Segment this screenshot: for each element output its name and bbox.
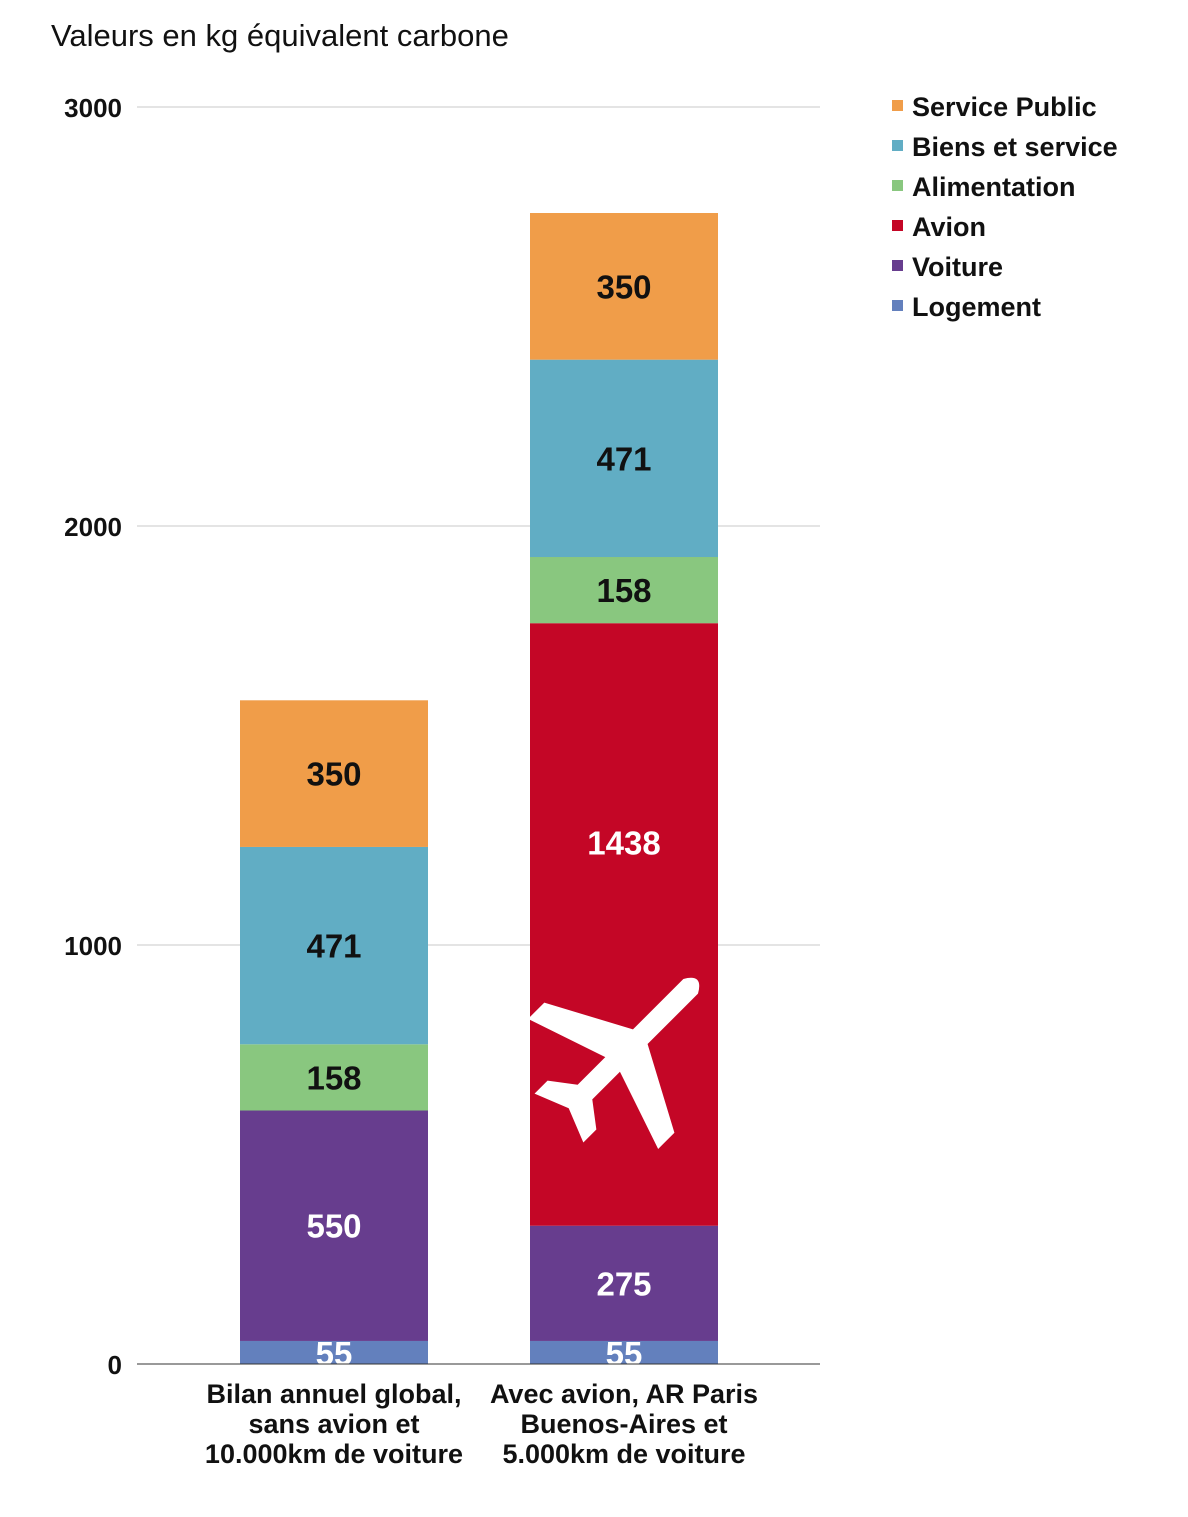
segment-value-label: 158 (596, 572, 651, 609)
bar-segment-alimentation (240, 1044, 428, 1111)
segment-value-label: 471 (596, 440, 651, 477)
x-category-label: Bilan annuel global, (206, 1379, 461, 1409)
bar-segment-voiture (530, 1225, 718, 1341)
legend-label: Service Public (912, 92, 1097, 122)
x-category-label: Buenos-Aires et (520, 1409, 727, 1439)
legend-label: Avion (912, 212, 986, 242)
segment-value-label: 55 (316, 1335, 353, 1372)
bar-segment-avion (530, 623, 718, 1226)
y-axis-ticks: 0 1000 2000 3000 (64, 93, 122, 1380)
x-category-label: 10.000km de voiture (205, 1439, 463, 1469)
legend-swatch (892, 140, 903, 151)
legend-label: Voiture (912, 252, 1003, 282)
legend-swatch (892, 260, 903, 271)
segment-value-label: 471 (306, 928, 361, 965)
legend-label: Alimentation (912, 172, 1076, 202)
bars (240, 213, 718, 1364)
legend: Service Public Biens et service Alimentati… (892, 92, 1118, 322)
legend-label: Logement (912, 292, 1041, 322)
segment-value-label: 275 (596, 1265, 651, 1302)
bar-segment-service-public (240, 700, 428, 847)
legend-swatch (892, 300, 903, 311)
chart-title: Valeurs en kg équivalent carbone (51, 18, 509, 53)
segment-value-label: 158 (306, 1059, 361, 1096)
legend-swatch (892, 180, 903, 191)
legend-swatch (892, 220, 903, 231)
y-tick-label: 1000 (64, 931, 122, 961)
bar-segment-service-public (530, 213, 718, 360)
bar-segment-voiture (240, 1110, 428, 1341)
bar-segment-alimentation (530, 557, 718, 624)
segment-value-label: 55 (606, 1335, 643, 1372)
legend-label: Biens et service (912, 132, 1118, 162)
y-tick-label: 0 (108, 1350, 122, 1380)
segment-value-label: 550 (306, 1208, 361, 1245)
x-category-label: 5.000km de voiture (502, 1439, 745, 1469)
bar-icons (528, 977, 700, 1149)
segment-value-label: 1438 (587, 824, 660, 861)
segment-value-label: 350 (306, 756, 361, 793)
y-tick-label: 2000 (64, 512, 122, 542)
airplane-icon (528, 977, 700, 1149)
segment-value-label: 350 (596, 268, 651, 305)
segment-labels: 55 550 158 471 350 55 275 1438 158 471 350 (306, 268, 660, 1372)
bar-segment-biens-et-service (240, 846, 428, 1045)
x-category-label: sans avion et (248, 1409, 419, 1439)
x-axis-category-labels: Bilan annuel global,sans avion et10.000k… (205, 1379, 758, 1469)
legend-swatch (892, 100, 903, 111)
y-tick-label: 3000 (64, 93, 122, 123)
bar-segment-logement (530, 1340, 718, 1364)
bar-segment-logement (240, 1340, 428, 1364)
x-category-label: Avec avion, AR Paris (490, 1379, 758, 1409)
bar-segment-biens-et-service (530, 359, 718, 558)
